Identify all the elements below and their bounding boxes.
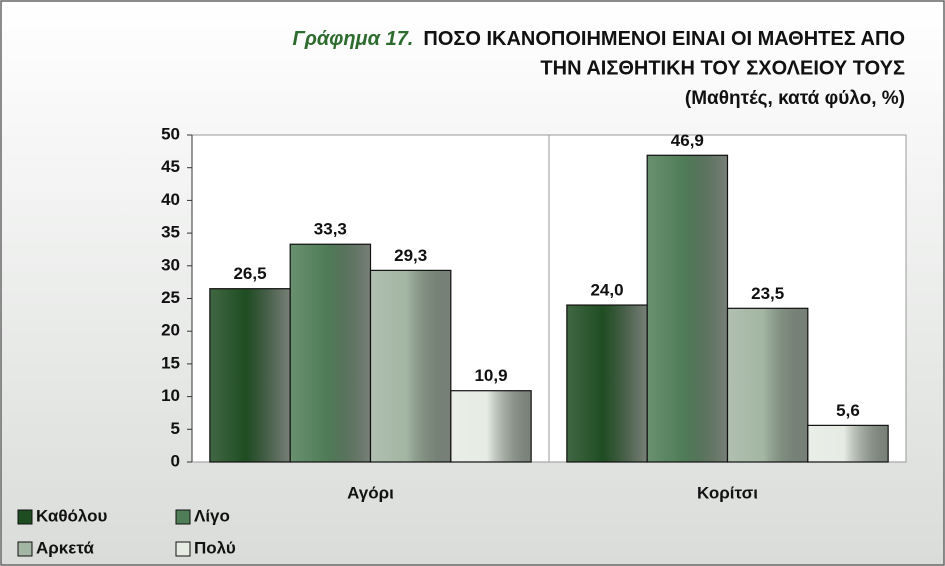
y-tick-label: 5: [171, 419, 180, 438]
bar: [646, 154, 729, 463]
y-tick-label: 0: [171, 451, 180, 470]
bar: [289, 243, 372, 463]
data-label: 23,5: [751, 284, 784, 303]
chart-title: ΤΗΝ ΑΙΣΘΗΤΙΚΗ ΤΟΥ ΣΧΟΛΕΙΟΥ ΤΟΥΣ: [540, 57, 905, 79]
bar: [807, 424, 889, 463]
data-label: 33,3: [314, 220, 347, 239]
legend-label: Καθόλου: [36, 506, 108, 525]
data-label: 10,9: [474, 366, 507, 385]
data-label: 29,3: [394, 246, 427, 265]
y-tick-label: 45: [161, 157, 180, 176]
chart-subtitle: (Μαθητές, κατά φύλο, %): [685, 88, 905, 109]
legend-label: Πολύ: [194, 538, 236, 557]
y-tick-label: 20: [161, 321, 180, 340]
data-label: 26,5: [233, 264, 266, 283]
x-tick-label: Κορίτσι: [697, 483, 758, 502]
bar: [566, 304, 648, 463]
chart-number: Γράφημα 17.: [293, 28, 414, 50]
legend-swatch: [175, 541, 191, 557]
bar: [369, 269, 452, 463]
y-tick-label: 25: [161, 288, 180, 307]
legend-swatch: [17, 541, 33, 557]
chart-title: ΠΟΣΟ ΙΚΑΝΟΠΟΙΗΜΕΝΟΙ ΕΙΝΑΙ ΟΙ ΜΑΘΗΤΕΣ ΑΠΟ: [423, 28, 905, 50]
legend-label: Αρκετά: [36, 538, 94, 557]
bar: [209, 288, 291, 463]
y-tick-label: 15: [161, 353, 180, 372]
legend-label: Λίγο: [194, 506, 230, 525]
data-label: 24,0: [590, 281, 623, 300]
bar: [726, 307, 809, 463]
y-tick-label: 10: [161, 386, 180, 405]
data-label: 46,9: [671, 131, 704, 150]
bar: [450, 390, 532, 463]
y-tick-label: 35: [161, 223, 180, 242]
legend-swatch: [175, 509, 191, 525]
legend-swatch: [17, 509, 33, 525]
y-tick-label: 40: [161, 190, 180, 209]
x-tick-label: Αγόρι: [347, 483, 394, 502]
y-tick-label: 30: [161, 255, 180, 274]
data-label: 5,6: [836, 401, 860, 420]
y-tick-label: 50: [161, 124, 180, 143]
title-line: Γράφημα 17. ΠΟΣΟ ΙΚΑΝΟΠΟΙΗΜΕΝΟΙ ΕΙΝΑΙ ΟΙ …: [293, 28, 905, 50]
